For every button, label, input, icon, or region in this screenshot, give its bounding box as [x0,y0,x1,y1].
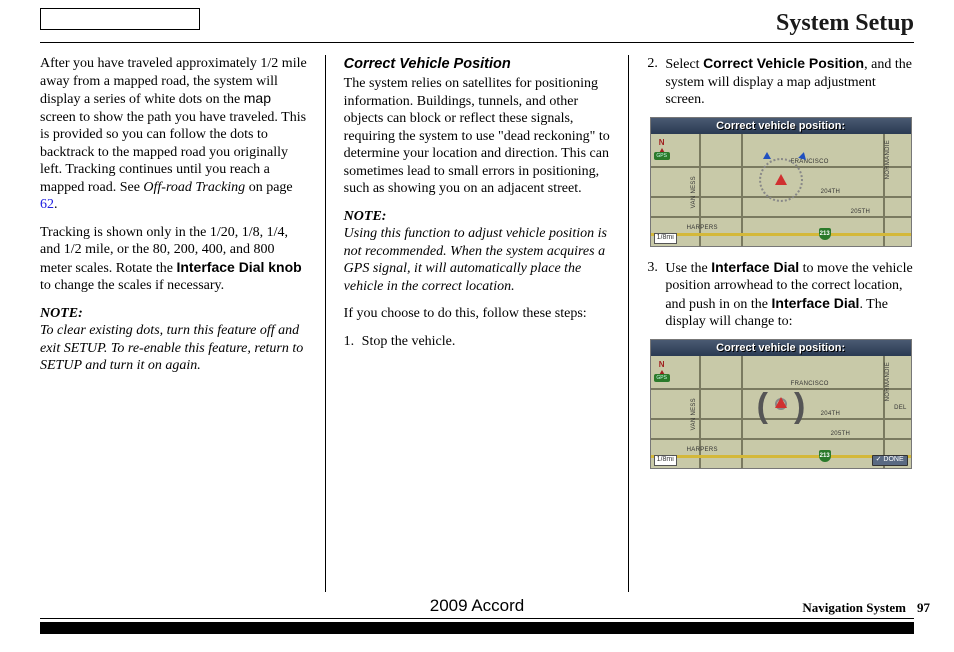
col2-note: NOTE: Using this function to adjust vehi… [344,208,611,296]
column-3: 2. Select Correct Vehicle Position, and … [647,55,914,592]
page-ref-62[interactable]: 62 [40,197,54,212]
vehicle-marker-2 [775,397,787,408]
step3-dial2: Interface Dial [772,295,860,311]
scale-indicator-2: 1/8mi [654,455,677,466]
lbl-normandie-2: NORMANDIE [885,362,893,401]
step-1-num: 1. [344,333,362,351]
road-v2-2 [741,356,743,468]
header-empty-box [40,8,200,30]
step-2: 2. Select Correct Vehicle Position, and … [647,55,914,109]
map-screenshot-1: Correct vehicle position: N GPS FRANCISC… [650,117,912,247]
lbl-204th: 204TH [821,189,841,197]
step-3: 3. Use the Interface Dial to move the ve… [647,259,914,331]
lbl-harpers-2: HARPERS [687,447,718,455]
footer-page-number: 97 [917,600,930,616]
gps-indicator-2: GPS [654,374,670,382]
lbl-205th: 205TH [851,209,871,217]
top-rule [40,42,914,43]
col1-note-body: To clear existing dots, turn this featur… [40,323,303,373]
step3-dial1: Interface Dial [711,259,799,275]
blue-arrow-1 [763,152,771,159]
col2-note-body: Using this function to adjust vehicle po… [344,226,607,294]
col1-p2: Tracking is shown only in the 1/20, 1/8,… [40,224,307,295]
hwy-shield-2: 213 [819,450,831,462]
map-screenshot-2: Correct vehicle position: N GPS FRANCISC… [650,339,912,469]
lbl-normandie: NORMANDIE [885,140,893,179]
road-v2 [741,134,743,246]
lbl-205th-2: 205TH [831,431,851,439]
step-3-num: 3. [647,259,665,331]
compass-n: N [659,138,665,147]
column-1: After you have traveled approximately 1/… [40,55,307,592]
map2-titlebar: Correct vehicle position: [651,340,911,356]
done-button[interactable]: ✓ DONE [872,455,908,466]
col2-p2: If you choose to do this, follow these s… [344,305,611,323]
step3-a: Use the [665,261,711,276]
lbl-harpers: HARPERS [687,225,718,233]
step-3-text: Use the Interface Dial to move the vehic… [665,259,914,331]
road-harpers [651,233,911,236]
hwy-shield: 213 [819,228,831,240]
col2-note-label: NOTE: [344,209,387,224]
interface-dial-knob: Interface Dial knob [176,259,301,275]
lbl-vanness-2: VAN NESS [691,398,699,430]
step-2-num: 2. [647,55,665,109]
content-columns: After you have traveled approximately 1/… [40,55,914,592]
road-205th-2 [651,438,911,440]
step-2-text: Select Correct Vehicle Position, and the… [665,55,914,109]
scale-indicator: 1/8mi [654,233,677,244]
footer-bar [40,618,914,634]
col1-map-word: map [244,90,271,106]
col1-p1: After you have traveled approximately 1/… [40,55,307,214]
step2-bold: Correct Vehicle Position [703,55,864,71]
road-205th [651,216,911,218]
column-divider-2 [628,55,629,592]
lbl-vanness: VAN NESS [691,176,699,208]
col1-note: NOTE: To clear existing dots, turn this … [40,305,307,375]
col2-p1: The system relies on satellites for posi… [344,75,611,198]
step-1: 1. Stop the vehicle. [344,333,611,351]
col1-p2b: to change the scales if necessary. [40,278,224,293]
footer-nav-system: Navigation System [802,600,906,616]
map1-titlebar: Correct vehicle position: [651,118,911,134]
gps-indicator: GPS [654,152,670,160]
col1-offroad-ref: Off-road Tracking [143,180,245,195]
page-title: System Setup [776,10,914,37]
compass-n-2: N [659,360,665,369]
column-2: Correct Vehicle Position The system reli… [344,55,611,592]
vehicle-marker-1 [775,174,787,185]
col1-note-label: NOTE: [40,306,83,321]
lbl-del: DEL [894,405,907,413]
step2-a: Select [665,57,703,72]
section-heading-cvp: Correct Vehicle Position [344,55,611,73]
step-1-text: Stop the vehicle. [362,333,611,351]
col1-p1c: on page [245,180,292,195]
column-divider-1 [325,55,326,592]
blue-arrow-2 [798,151,808,160]
col1-p1d: . [54,197,58,212]
